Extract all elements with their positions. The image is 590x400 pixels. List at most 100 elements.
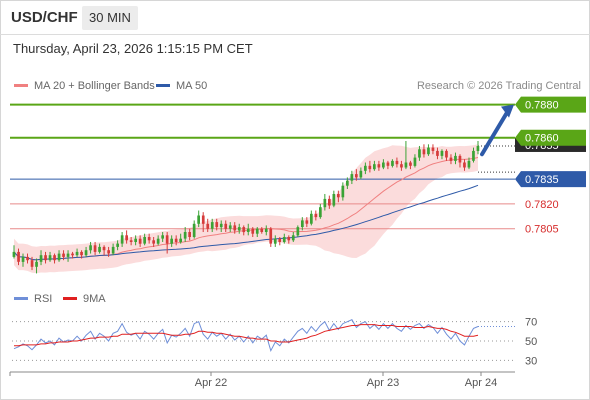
candle-body (242, 227, 246, 233)
candle-body (463, 162, 466, 168)
candle-body (30, 260, 34, 267)
candle-body (278, 238, 282, 242)
candle-body (84, 250, 88, 256)
candle-body (255, 228, 259, 234)
candle-body (386, 162, 390, 166)
candle-body (355, 174, 358, 178)
candle-body (44, 255, 47, 261)
candle-body (296, 227, 300, 236)
candle-body (183, 232, 187, 239)
candle-body (116, 243, 119, 247)
candle-body (454, 155, 457, 161)
candle-body (323, 198, 327, 208)
projection-arrow (480, 104, 514, 157)
candle-body (107, 250, 110, 254)
candle-body (161, 235, 164, 239)
ma50-line (13, 184, 479, 261)
legend-ma50-swatch (156, 83, 170, 87)
candle-body (346, 180, 349, 186)
candle-body (75, 251, 79, 256)
candle-body (111, 246, 115, 254)
x-tick-label: Apr 22 (195, 377, 227, 389)
candle-body (418, 149, 421, 158)
x-axis: Apr 22 Apr 23 Apr 24 (9, 371, 515, 389)
candle-body (138, 238, 142, 244)
rsi-tick-label: 50 (525, 336, 537, 348)
candle-body (251, 228, 255, 234)
candle-body (165, 235, 169, 244)
candle-body (377, 164, 381, 168)
candle-body (246, 228, 250, 232)
header-divider (0, 34, 590, 35)
candle-body (440, 150, 444, 156)
moving-averages (13, 157, 479, 261)
legend-ma20-swatch (14, 83, 28, 87)
candle-body (445, 150, 448, 158)
candle-body (350, 174, 354, 181)
legend-ma20: MA 20 + Bollinger Bands (14, 80, 155, 92)
level-label-0.7820: 0.7820 (525, 199, 559, 211)
candle-body (53, 255, 56, 261)
candle-body (192, 223, 196, 237)
candle-body (395, 160, 399, 165)
arrow-head (501, 104, 514, 118)
candle-body (188, 232, 191, 237)
candle-body (48, 255, 52, 261)
candle-body (368, 165, 372, 170)
candle-body (224, 223, 228, 229)
candle-body (467, 160, 471, 168)
candle-body (197, 215, 200, 224)
rsi-tick-label: 30 (525, 355, 537, 367)
candle-body (219, 223, 223, 228)
candle-body (134, 238, 137, 242)
rsi-panel: 70 50 30 (12, 317, 537, 367)
candle-body (400, 164, 403, 168)
credit-text: Research © 2026 Trading Central (416, 80, 581, 92)
arrow-shaft (480, 110, 509, 157)
candle-body (337, 194, 340, 198)
legend-ma20-label: MA 20 + Bollinger Bands (34, 80, 155, 92)
candle-body (98, 246, 101, 252)
candle-body (179, 238, 182, 242)
candle-body (382, 162, 385, 168)
candle-body (233, 225, 237, 231)
level-label-0.7805: 0.7805 (525, 224, 559, 236)
legend-rsi-label: RSI (34, 293, 53, 305)
candle-body (391, 160, 394, 166)
level-tag-0.7860 (515, 129, 586, 146)
candle-body (328, 198, 331, 206)
candle-body (170, 238, 173, 244)
candle-body (273, 238, 277, 244)
candle-body (413, 157, 417, 166)
timeframe-badge[interactable]: 30 MIN (82, 6, 138, 30)
candle-body (143, 237, 146, 244)
candle-body (215, 222, 219, 228)
candle-body (404, 162, 408, 168)
rsi-tick-label: 70 (525, 317, 537, 329)
candle-body (449, 157, 453, 161)
candle-body (120, 235, 124, 244)
candle-body (314, 213, 318, 218)
candle-body (62, 253, 65, 257)
bollinger-band-area (14, 144, 478, 274)
candle-body (210, 222, 214, 229)
candle-body (269, 228, 273, 244)
candle-body (310, 213, 313, 224)
candle-body (332, 194, 336, 206)
candle-body (93, 245, 97, 252)
level-label-0.7880: 0.7880 (525, 100, 559, 112)
candle-body (228, 225, 232, 229)
rsi-9ma-line (14, 324, 479, 347)
x-tick-label: Apr 23 (367, 377, 399, 389)
candle-body (21, 256, 25, 262)
candle-body (35, 261, 38, 267)
candle-body (364, 165, 367, 171)
candle-body (174, 238, 178, 242)
legend-rsi-swatch (14, 296, 28, 300)
legend-ma50: MA 50 (156, 80, 207, 92)
candle-body (201, 215, 205, 224)
candle-body (472, 150, 475, 161)
candle-body (102, 246, 106, 251)
candle-body (206, 223, 210, 229)
